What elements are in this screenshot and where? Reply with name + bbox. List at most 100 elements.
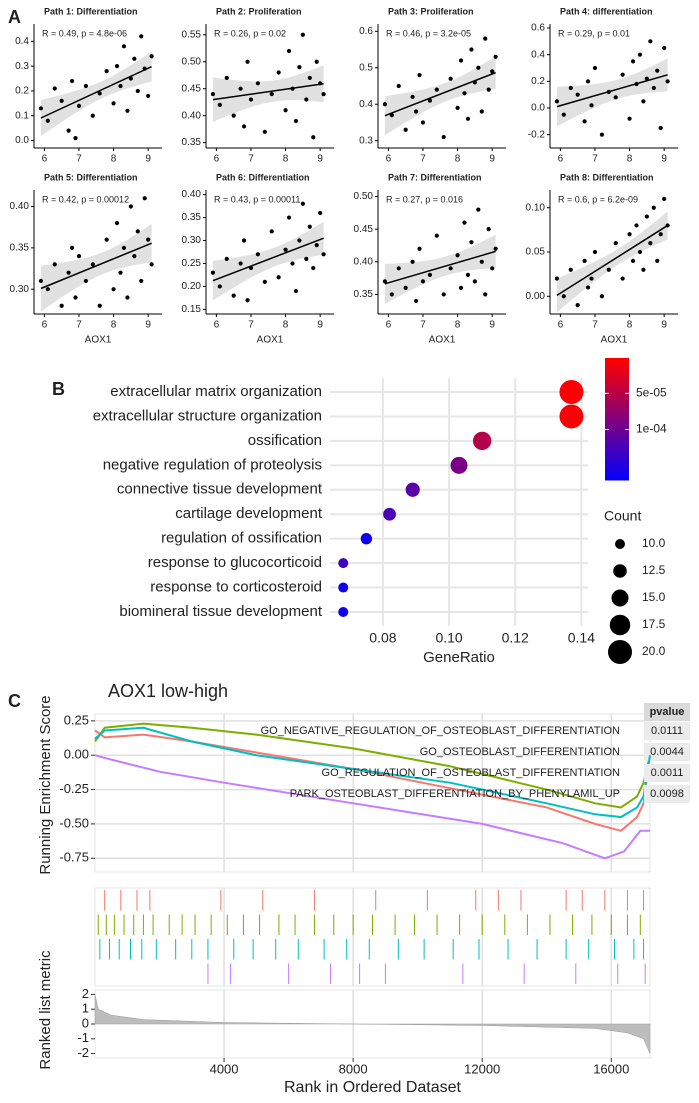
point — [238, 86, 243, 91]
category-label: negative regulation of proteolysis — [103, 456, 322, 473]
pvalue: 0.0111 — [651, 725, 683, 737]
ranked-metric-area — [94, 994, 651, 1054]
point — [241, 124, 247, 129]
point — [462, 220, 467, 225]
x-tick-label: 6 — [558, 320, 564, 331]
colorbar-label: 1e-04 — [636, 422, 667, 436]
point — [644, 214, 649, 219]
point — [293, 288, 299, 294]
y-tick-label: 0.35 — [182, 137, 202, 148]
y-tick-label: 0.6 — [531, 23, 545, 34]
y2-tick-label: 2 — [82, 986, 89, 1001]
y-tick-label: 0.0 — [15, 135, 29, 146]
size-legend-label: 15.0 — [642, 590, 666, 604]
x-tick-label: 7 — [420, 154, 426, 165]
y-tick-label: 0.40 — [182, 110, 202, 121]
y2-tick-label: 0 — [82, 1015, 89, 1030]
point — [314, 59, 319, 64]
category-label: biomineral tissue development — [119, 603, 322, 620]
legend-label: GO_NEGATIVE_REGULATION_OF_OSTEOBLAST_DIF… — [261, 725, 620, 737]
trend-line — [40, 65, 152, 119]
legend-label: PARK_OSTEOBLAST_DIFFERENTIATION_BY_PHENY… — [290, 788, 620, 800]
panel-title: Path 8: Differentiation — [560, 172, 654, 182]
y-tick-label: 0.25 — [182, 258, 202, 269]
point — [73, 135, 78, 141]
point — [238, 261, 243, 266]
x-tick-label: 0.12 — [502, 630, 529, 646]
point — [434, 233, 439, 238]
point — [665, 79, 670, 84]
point — [300, 201, 305, 206]
y-tick-label: 0.45 — [354, 224, 374, 235]
colorbar-cell — [605, 449, 629, 454]
point — [104, 237, 109, 242]
point — [269, 91, 274, 97]
point — [217, 102, 222, 107]
point — [149, 54, 154, 59]
trend-line — [556, 224, 669, 297]
point — [90, 262, 95, 267]
point — [52, 262, 57, 267]
point — [662, 45, 667, 51]
x-tick-label: 7 — [76, 320, 82, 331]
point — [293, 118, 299, 124]
x-tick-label: 0.08 — [369, 630, 396, 646]
point — [217, 284, 222, 289]
dot — [360, 532, 373, 545]
point — [90, 113, 95, 118]
point — [297, 65, 302, 70]
point — [73, 295, 78, 300]
point — [132, 254, 137, 259]
point — [231, 293, 236, 298]
point — [613, 95, 618, 100]
point — [66, 128, 71, 133]
point — [300, 32, 305, 37]
y-tick-label: -0.2 — [528, 129, 546, 140]
dot — [405, 482, 420, 497]
point — [637, 52, 643, 57]
category-label: extracellular structure organization — [93, 407, 322, 424]
y-tick-label: 0.10 — [526, 202, 546, 213]
y-tick-label: 0.40 — [354, 256, 374, 267]
y-tick-label: 0.35 — [10, 243, 30, 254]
pvalue-header: pvalue — [650, 706, 685, 718]
size-legend-label: 20.0 — [642, 644, 666, 658]
colorbar-cell — [605, 422, 629, 426]
point — [321, 252, 326, 257]
colorbar-cell — [605, 373, 629, 377]
annotation: R = 0.49, p = 4.8e-06 — [42, 28, 127, 38]
x-tick-label: 0.10 — [435, 630, 462, 646]
y-tick-label: 0.05 — [526, 247, 546, 258]
point — [582, 258, 587, 263]
colorbar-cell — [605, 397, 629, 402]
point — [651, 205, 656, 210]
x-tick-label: 7 — [76, 154, 82, 165]
panel-title: Path 1: Differentiation — [44, 6, 138, 16]
point — [486, 227, 491, 232]
point — [304, 97, 309, 102]
point — [479, 109, 484, 114]
annotation: R = 0.46, p = 3.2e-05 — [386, 28, 471, 38]
colorbar-cell — [605, 382, 629, 386]
pvalue-cell — [644, 785, 690, 803]
pvalue-cell — [644, 722, 690, 740]
point — [490, 69, 495, 74]
point — [403, 285, 408, 290]
x-tick-label: 6 — [42, 154, 48, 165]
annotation: R = 0.42, p = 0.00012 — [42, 194, 129, 204]
size-legend-dot — [613, 564, 627, 578]
point — [486, 87, 491, 92]
x-tick-label: 8 — [283, 154, 289, 165]
colorbar-cell — [605, 415, 629, 420]
colorbar-cell — [605, 394, 629, 399]
panel-title: Path 2: Proliferation — [216, 6, 302, 16]
category-label: ossification — [248, 432, 322, 449]
point — [255, 81, 260, 86]
point — [97, 303, 102, 308]
es-line — [94, 722, 651, 809]
category-label: extracellular matrix organization — [110, 383, 322, 400]
panel-title: Path 4: differentiation — [560, 6, 653, 16]
y-tick-label: 0.45 — [182, 83, 202, 94]
y-tick-label: 0.40 — [182, 189, 202, 200]
